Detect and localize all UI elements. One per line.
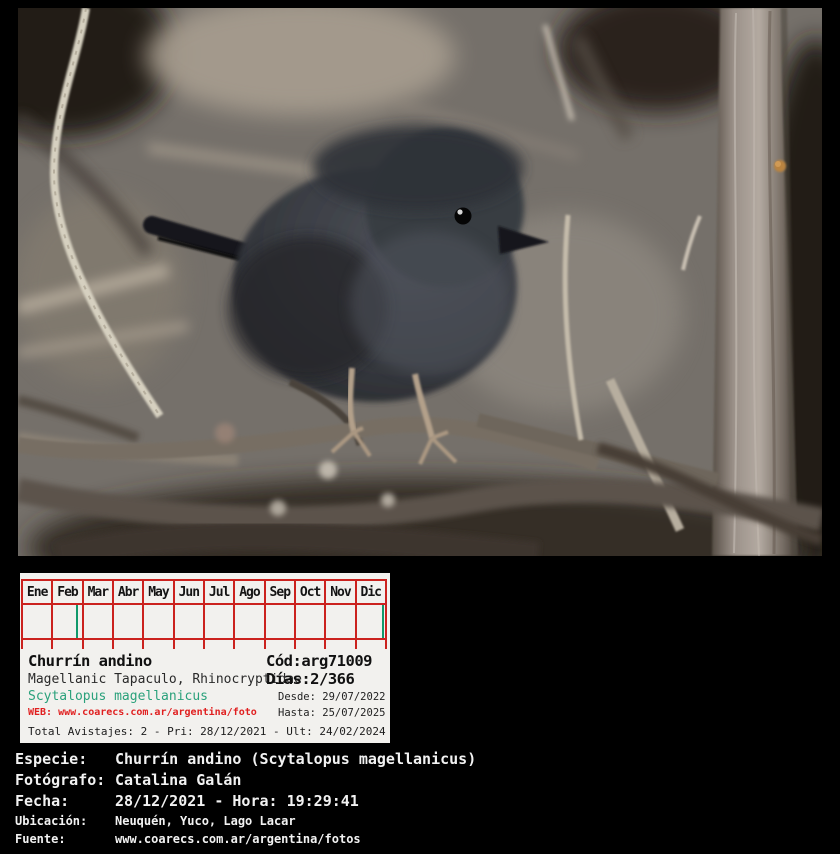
species-family: Magellanic Tapaculo, Rhinocryptidae	[28, 672, 302, 687]
month-sep: Sep	[266, 581, 296, 603]
bird-photo	[18, 8, 822, 556]
web-link[interactable]: WEB: www.coarecs.com.ar/argentina/foto	[28, 707, 257, 718]
calendar-tick-row	[23, 640, 387, 649]
month-jul: Jul	[205, 581, 236, 603]
month-feb: Feb	[53, 581, 84, 603]
record-panel: Ene Feb Mar Abr May Jun Jul Ago Sep Oct …	[20, 573, 390, 743]
month-may: May	[144, 581, 175, 603]
month-jun: Jun	[175, 581, 205, 603]
desde-date: Desde: 29/07/2022	[278, 691, 386, 703]
ubicacion-label: Ubicación:	[15, 814, 88, 828]
fecha-label: Fecha:	[15, 792, 70, 810]
sighting-mark-feb	[75, 605, 78, 638]
species-common-name: Churrín andino	[28, 652, 152, 670]
month-calendar: Ene Feb Mar Abr May Jun Jul Ago Sep Oct …	[21, 579, 387, 649]
month-dic: Dic	[357, 581, 387, 603]
fuente-label: Fuente:	[15, 832, 66, 846]
days-count: Días:2/366	[266, 670, 355, 688]
month-oct: Oct	[296, 581, 327, 603]
calendar-header-row: Ene Feb Mar Abr May Jun Jul Ago Sep Oct …	[23, 581, 387, 603]
fuente-value[interactable]: www.coarecs.com.ar/argentina/fotos	[115, 832, 361, 846]
species-scientific-name: Scytalopus magellanicus	[28, 689, 209, 704]
month-ene: Ene	[23, 581, 54, 603]
bird	[143, 126, 549, 402]
bird-legs	[330, 367, 458, 465]
ubicacion-value: Neuquén, Yuco, Lago Lacar	[115, 814, 296, 828]
month-mar: Mar	[84, 581, 114, 603]
fotografo-value: Catalina Galán	[115, 771, 242, 789]
especie-label: Especie:	[15, 750, 88, 768]
month-ago: Ago	[235, 581, 266, 603]
fecha-value: 28/12/2021 - Hora: 19:29:41	[115, 792, 359, 810]
bird-eye	[454, 207, 472, 225]
pale-twig	[49, 8, 164, 419]
bird-beak	[498, 226, 549, 254]
calendar-body-row	[23, 603, 387, 640]
record-code: Cód:arg71009	[266, 652, 372, 670]
hasta-date: Hasta: 25/07/2025	[278, 707, 386, 719]
month-abr: Abr	[114, 581, 145, 603]
fotografo-label: Fotógrafo:	[15, 771, 106, 789]
especie-value: Churrín andino (Scytalopus magellanicus)	[115, 750, 477, 768]
month-nov: Nov	[326, 581, 357, 603]
bird-photo-svg	[18, 8, 822, 556]
trunk	[712, 8, 798, 556]
sighting-mark-dic	[381, 605, 384, 638]
totals-line: Total Avistajes: 2 - Pri: 28/12/2021 - U…	[28, 725, 386, 738]
